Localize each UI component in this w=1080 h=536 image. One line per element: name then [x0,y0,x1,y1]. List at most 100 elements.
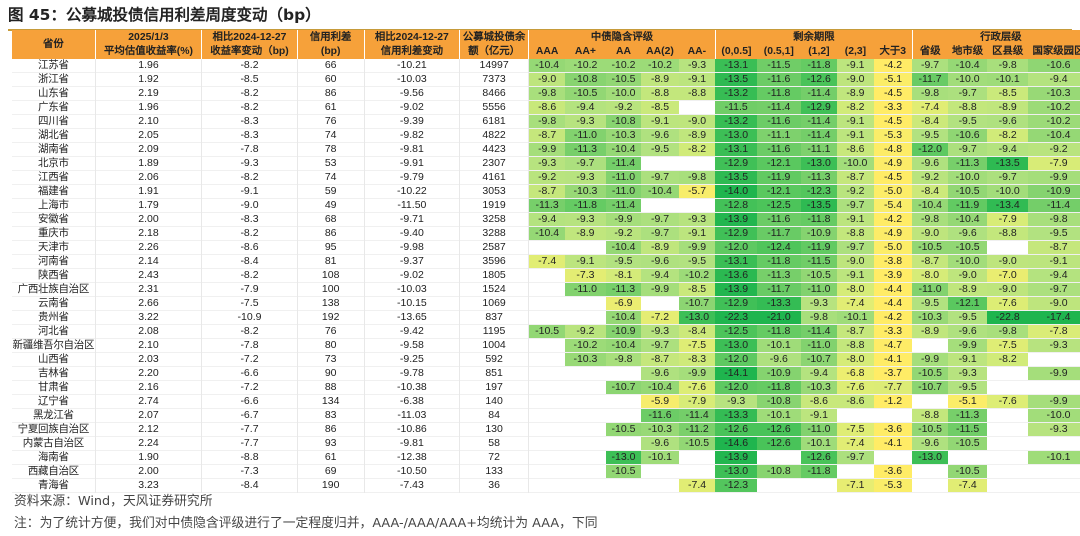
rating-cell: -9.5 [641,142,679,157]
yield-change-cell: -7.9 [201,282,298,297]
spread-table: 省份 2025/1/3 相比2024-12-27 信用利差 相比2024-12-… [12,30,1080,493]
rating-cell [565,241,606,255]
rating-cell: -9.3 [565,212,606,227]
spread-cell: 83 [297,408,365,423]
admin-cell: -8.8 [912,408,948,423]
rating-cell: -9.6 [641,436,679,451]
rating-cell: -9.4 [641,268,679,283]
province-cell: 福建省 [12,184,96,199]
admin-cell: -9.7 [912,59,948,73]
term-cell: -4.5 [873,170,913,185]
admin-cell: -11.9 [947,198,988,213]
rating-cell: -9.2 [565,324,606,339]
balance-cell: 197 [459,380,530,395]
admin-cell: -10.5 [912,240,948,255]
admin-cell: -11.7 [912,72,948,87]
table-row: 北京市 1.89 -9.3 53 -9.91 2307 -9.3 -9.7 -11.4 -12.9… [12,156,1080,171]
term-cell: -11.6 [756,114,801,129]
rating-cell: -10.0 [605,86,642,101]
yield-change-cell: -8.4 [201,478,298,493]
term-cell: -11.5 [800,254,838,269]
admin-cell: -10.0 [987,184,1028,199]
rating-cell [565,451,606,465]
rating-cell: -8.9 [678,128,716,143]
admin-cell: -9.7 [947,86,988,101]
yield-cell: 2.66 [95,296,203,311]
spread-change-cell: -9.39 [364,114,461,129]
admin-cell: -9.9 [1028,366,1080,381]
rating-cell: -8.3 [678,352,716,367]
yield-change-cell: -7.8 [201,338,298,353]
balance-cell: 140 [459,394,530,409]
spread-cell: 86 [297,226,365,241]
province-cell: 吉林省 [12,366,96,381]
admin-cell: -10.5 [947,464,988,479]
admin-cell [987,465,1028,479]
rating-cell: -9.9 [678,366,716,381]
term-cell: -12.5 [715,324,757,339]
term-cell: -12.9 [715,156,757,171]
rating-cell [679,465,716,479]
spread-change-cell: -10.86 [364,422,461,437]
admin-cell [1028,479,1080,493]
term-cell: -12.9 [715,296,757,311]
rating-cell: -10.9 [605,324,642,339]
admin-cell: -10.0 [1028,408,1080,423]
rating-cell: -11.4 [678,408,716,423]
rating-cell: -8.8 [678,86,716,101]
term-cell: -11.4 [800,86,838,101]
term-cell: -9.3 [800,296,838,311]
spread-change-cell: -9.78 [364,366,461,381]
yield-cell: 1.90 [95,450,203,465]
term-cell: -14.6 [715,436,757,451]
spread-cell: 86 [297,86,365,101]
rating-cell: -8.2 [678,142,716,157]
balance-cell: 3258 [459,212,530,227]
admin-cell: -8.8 [987,226,1028,241]
admin-cell: -10.4 [1028,128,1080,143]
admin-cell: -7.4 [912,100,948,115]
header-group-term: 剩余期限 [715,30,913,45]
yield-cell: 2.10 [95,114,203,129]
rating-cell: -11.3 [605,282,642,297]
admin-cell: -8.2 [987,352,1028,367]
term-cell: -10.1 [756,408,801,423]
term-cell: -11.5 [756,59,801,73]
admin-cell: -9.9 [947,338,988,353]
yield-cell: 2.16 [95,380,203,395]
admin-cell: -9.8 [912,212,948,227]
rating-cell: -8.9 [641,240,679,255]
rating-cell: -9.8 [605,352,642,367]
term-cell: -5.4 [873,198,913,213]
term-cell: -13.0 [715,338,757,353]
spread-change-cell: -9.37 [364,254,461,269]
admin-cell: -9.7 [987,170,1028,185]
term-cell: -4.9 [873,226,913,241]
source-note: 资料来源：Wind，天风证券研究所 [14,494,213,509]
yield-change-cell: -8.2 [201,268,298,283]
table-row: 安徽省 2.00 -8.3 68 -9.71 3258 -9.4 -9.3 -9.9 -9.7 -9… [12,212,1080,227]
admin-cell: -9.2 [912,170,948,185]
header-rating-3: AA(2) [641,44,679,59]
rating-cell: -9.8 [528,114,566,129]
spread-cell: 68 [297,212,365,227]
spread-cell: 61 [297,100,365,115]
rating-cell: -10.4 [605,310,642,325]
rating-cell [606,409,642,423]
term-cell: -3.9 [873,268,913,283]
rating-cell: -8.9 [641,72,679,87]
table-row: 上海市 1.79 -9.0 49 -11.50 1919 -11.3 -11.8 -11.4 -1… [12,198,1080,213]
rating-cell: -10.4 [605,142,642,157]
rating-cell [529,395,566,409]
province-cell: 北京市 [12,156,96,171]
spread-change-cell: -9.58 [364,338,461,353]
yield-change-cell: -8.2 [201,324,298,339]
yield-cell: 2.08 [95,324,203,339]
term-cell: -4.4 [873,282,913,297]
term-cell: -11.8 [756,254,801,269]
balance-cell: 1195 [459,324,530,339]
spread-change-cell: -10.03 [364,282,461,297]
rating-cell: -10.5 [605,422,642,437]
rating-cell [529,381,566,395]
rating-cell [529,367,566,381]
